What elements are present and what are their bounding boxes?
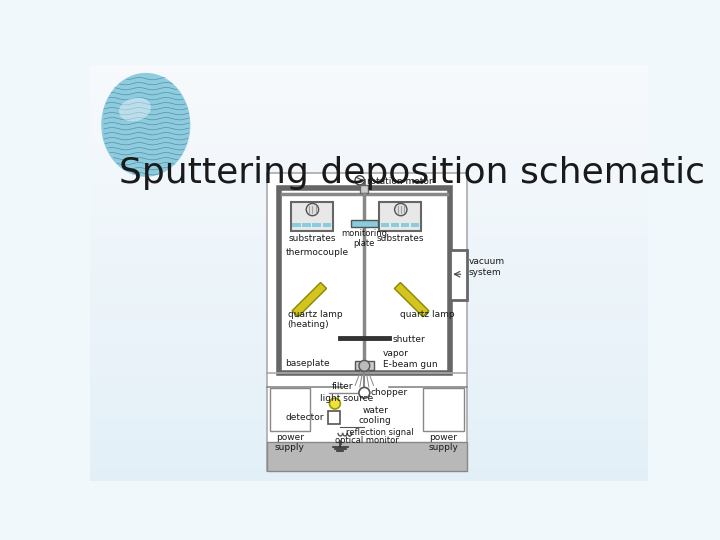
Text: detector: detector (286, 413, 324, 422)
Bar (351, 220, 377, 226)
Circle shape (359, 387, 370, 398)
Text: vacuum
system: vacuum system (469, 257, 505, 276)
Bar (411, 224, 419, 227)
Text: shutter: shutter (392, 335, 425, 344)
Text: light source: light source (320, 394, 374, 403)
Text: rotation motor: rotation motor (366, 177, 432, 186)
Text: filter: filter (332, 382, 354, 392)
Text: baseplate: baseplate (285, 359, 330, 368)
Bar (401, 224, 409, 227)
Text: chopper: chopper (371, 388, 408, 397)
Bar (270, 388, 310, 430)
Text: water
cooling: water cooling (359, 406, 392, 426)
Text: monitoring
plate: monitoring plate (341, 229, 387, 248)
Text: vapor: vapor (383, 349, 409, 358)
Bar (292, 224, 301, 227)
Bar (266, 442, 467, 471)
Bar (449, 249, 467, 300)
Bar (302, 224, 311, 227)
Text: quartz lamp: quartz lamp (400, 309, 454, 319)
Bar (361, 185, 368, 193)
Bar (391, 224, 399, 227)
Text: Sputtering deposition schematic: Sputtering deposition schematic (120, 156, 706, 190)
Text: quartz lamp
(heating): quartz lamp (heating) (287, 309, 342, 329)
Circle shape (330, 398, 341, 409)
Circle shape (306, 204, 319, 215)
Bar (423, 388, 464, 430)
Bar (266, 173, 467, 471)
Text: substrates: substrates (289, 234, 336, 243)
Bar (279, 188, 449, 373)
Polygon shape (395, 282, 429, 317)
Text: E-beam gun: E-beam gun (383, 360, 438, 369)
Bar (328, 411, 341, 423)
Bar (323, 224, 331, 227)
Bar (312, 224, 321, 227)
Text: optical monitor: optical monitor (335, 436, 399, 445)
Text: power
supply: power supply (428, 433, 459, 453)
Bar (381, 224, 389, 227)
Text: thermocouple: thermocouple (285, 248, 348, 257)
Ellipse shape (102, 73, 190, 177)
Text: substrates: substrates (377, 234, 425, 243)
Bar (355, 361, 374, 370)
Polygon shape (292, 282, 327, 317)
Bar (291, 202, 333, 231)
Circle shape (359, 361, 370, 372)
Circle shape (355, 176, 364, 185)
Ellipse shape (119, 98, 151, 122)
Text: reflection signal: reflection signal (346, 428, 413, 437)
Circle shape (395, 204, 407, 215)
Text: power
supply: power supply (275, 433, 305, 453)
Bar (379, 202, 421, 231)
